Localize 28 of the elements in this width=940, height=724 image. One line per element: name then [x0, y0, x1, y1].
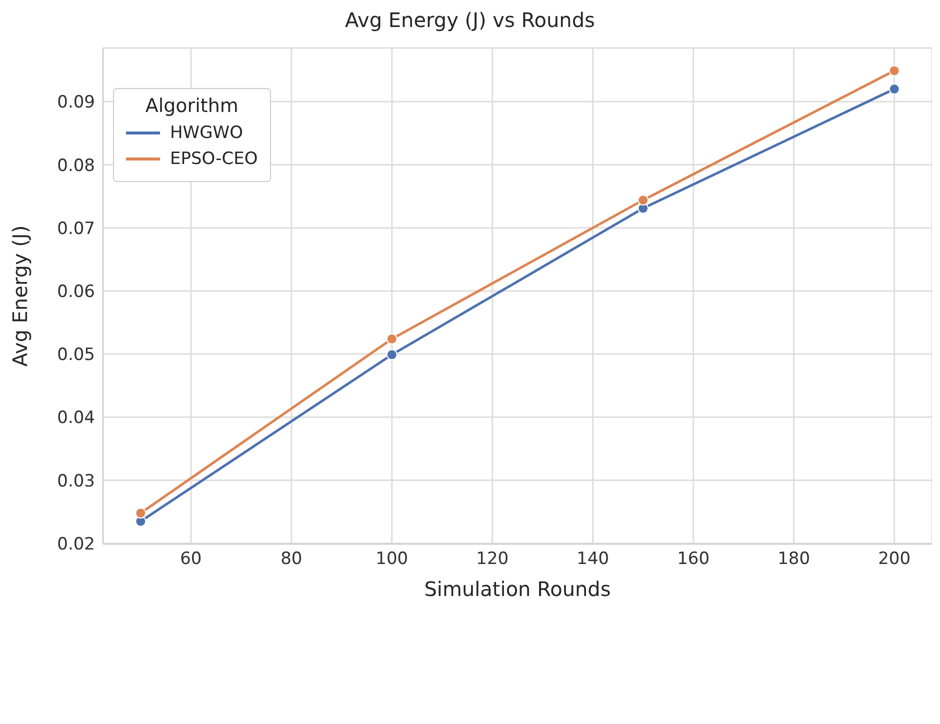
- y-axis-title: Avg Energy (J): [8, 225, 32, 367]
- y-tick-label: 0.03: [57, 471, 95, 492]
- y-tick-label: 0.06: [57, 282, 95, 302]
- point: [386, 333, 398, 344]
- y-tick-label: 0.09: [57, 92, 95, 113]
- x-tick-label: 160: [677, 549, 710, 570]
- legend-label: EPSO-CEO: [169, 149, 258, 169]
- x-tick-label: 120: [476, 549, 509, 570]
- x-axis-title: Simulation Rounds: [424, 577, 611, 601]
- point: [386, 349, 398, 360]
- y-tick-label: 0.08: [57, 156, 95, 176]
- point: [638, 194, 649, 206]
- x-tick-label: 60: [180, 549, 202, 570]
- point: [888, 84, 900, 95]
- x-tick-label: 140: [576, 549, 610, 570]
- point: [888, 65, 900, 76]
- x-tick-label: 200: [878, 549, 911, 570]
- legend-title: Algorithm: [144, 95, 240, 117]
- legend-label: HWGWO: [169, 123, 244, 143]
- x-tick-label: 100: [376, 549, 408, 570]
- y-tick-label: 0.05: [57, 345, 95, 366]
- x-tick-label: 180: [778, 549, 810, 570]
- y-tick-label: 0.07: [57, 218, 95, 239]
- chart-title: Avg Energy (J) vs Rounds: [344, 8, 596, 34]
- y-tick-label: 0.04: [57, 408, 95, 428]
- y-tick-label: 0.02: [57, 534, 95, 554]
- x-tick-label: 80: [280, 549, 302, 570]
- point: [135, 508, 146, 519]
